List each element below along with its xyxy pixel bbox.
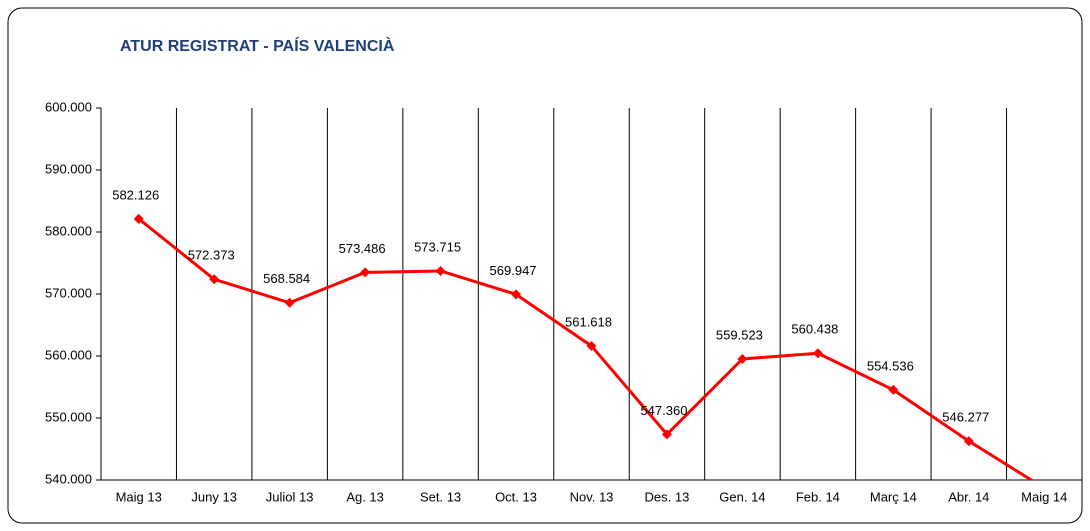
data-label: 573.715 bbox=[414, 239, 461, 254]
y-tick-label: 540.000 bbox=[45, 471, 92, 486]
data-label: 561.618 bbox=[565, 314, 612, 329]
data-label: 572.373 bbox=[188, 248, 235, 263]
y-tick-label: 580.000 bbox=[45, 223, 92, 238]
chart-title: ATUR REGISTRAT - PAÍS VALENCIÀ bbox=[120, 36, 395, 55]
data-label: 547.360 bbox=[640, 403, 687, 418]
point-marker bbox=[284, 297, 295, 308]
x-tick-label: Maig 14 bbox=[1021, 489, 1067, 504]
data-label: 559.523 bbox=[716, 327, 763, 342]
point-marker bbox=[737, 353, 748, 364]
x-tick-label: Oct. 13 bbox=[495, 489, 537, 504]
x-tick-label: Abr. 14 bbox=[948, 489, 989, 504]
point-marker bbox=[812, 348, 823, 359]
data-label: 568.584 bbox=[263, 271, 310, 286]
data-label: 569.947 bbox=[490, 263, 537, 278]
chart-frame bbox=[7, 7, 1083, 524]
point-marker bbox=[133, 213, 144, 224]
point-marker bbox=[209, 274, 220, 285]
point-marker bbox=[586, 340, 597, 351]
point-marker bbox=[435, 265, 446, 276]
point-marker bbox=[360, 267, 371, 278]
data-label: 582.126 bbox=[112, 187, 159, 202]
data-label: 554.536 bbox=[867, 358, 914, 373]
y-tick-label: 560.000 bbox=[45, 347, 92, 362]
point-marker bbox=[661, 429, 672, 440]
plot-area bbox=[133, 213, 1035, 480]
data-label: 560.438 bbox=[791, 322, 838, 337]
x-tick-label: Maig 13 bbox=[116, 489, 162, 504]
x-tick-label: Gen. 14 bbox=[719, 489, 765, 504]
point-marker bbox=[963, 436, 974, 447]
point-marker bbox=[511, 289, 522, 300]
point-marker bbox=[888, 384, 899, 395]
x-tick-label: Des. 13 bbox=[645, 489, 690, 504]
x-tick-label: Feb. 14 bbox=[796, 489, 840, 504]
data-label: 546.277 bbox=[942, 410, 989, 425]
data-label: 573.486 bbox=[339, 241, 386, 256]
x-tick-label: Ag. 13 bbox=[346, 489, 384, 504]
y-tick-label: 600.000 bbox=[45, 99, 92, 114]
x-tick-label: Març 14 bbox=[870, 489, 917, 504]
x-tick-label: Juny 13 bbox=[191, 489, 237, 504]
y-tick-label: 570.000 bbox=[45, 285, 92, 300]
x-tick-label: Set. 13 bbox=[420, 489, 461, 504]
y-tick-label: 550.000 bbox=[45, 409, 92, 424]
y-tick-label: 590.000 bbox=[45, 161, 92, 176]
x-tick-label: Nov. 13 bbox=[570, 489, 614, 504]
x-tick-label: Juliol 13 bbox=[266, 489, 314, 504]
